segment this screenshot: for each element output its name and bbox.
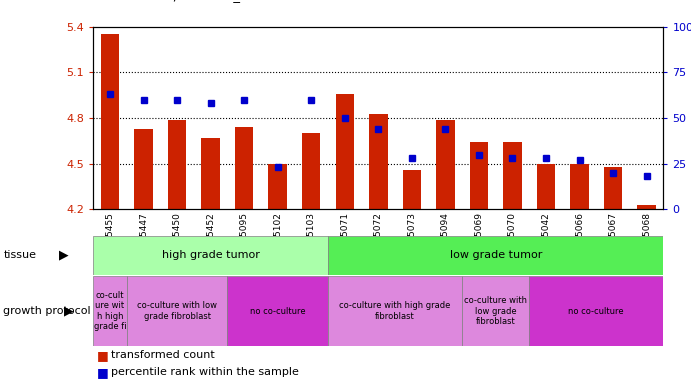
Text: tissue: tissue (3, 250, 37, 260)
Text: no co-culture: no co-culture (569, 306, 624, 316)
Text: percentile rank within the sample: percentile rank within the sample (111, 367, 299, 377)
Bar (269, 164, 287, 209)
Text: growth protocol: growth protocol (3, 306, 91, 316)
Text: co-cult
ure wit
h high
grade fi: co-cult ure wit h high grade fi (94, 291, 126, 331)
Text: high grade tumor: high grade tumor (162, 250, 260, 260)
Bar (227, 276, 328, 346)
Bar (134, 129, 153, 209)
Bar (537, 164, 555, 209)
Bar (462, 276, 529, 346)
Text: ■: ■ (97, 366, 108, 379)
Bar (93, 236, 328, 275)
Bar (403, 170, 421, 209)
Bar (570, 164, 589, 209)
Text: transformed count: transformed count (111, 350, 214, 360)
Bar (328, 236, 663, 275)
Bar (436, 119, 455, 209)
Bar (604, 167, 623, 209)
Text: GDS4055 / 237291_at: GDS4055 / 237291_at (107, 0, 254, 2)
Bar (168, 119, 187, 209)
Bar (369, 114, 388, 209)
Bar (127, 276, 227, 346)
Text: ■: ■ (97, 349, 108, 362)
Text: co-culture with high grade
fibroblast: co-culture with high grade fibroblast (339, 301, 451, 321)
Bar (328, 276, 462, 346)
Text: co-culture with
low grade
fibroblast: co-culture with low grade fibroblast (464, 296, 527, 326)
Bar (202, 138, 220, 209)
Bar (93, 276, 127, 346)
Bar (470, 142, 488, 209)
Text: ▶: ▶ (59, 249, 68, 262)
Text: no co-culture: no co-culture (250, 306, 305, 316)
Bar (101, 35, 120, 209)
Text: co-culture with low
grade fibroblast: co-culture with low grade fibroblast (137, 301, 217, 321)
Bar (336, 94, 354, 209)
Bar (529, 276, 663, 346)
Bar (302, 133, 321, 209)
Text: ▶: ▶ (64, 305, 74, 318)
Bar (503, 142, 522, 209)
Text: low grade tumor: low grade tumor (450, 250, 542, 260)
Bar (235, 127, 254, 209)
Bar (637, 205, 656, 209)
